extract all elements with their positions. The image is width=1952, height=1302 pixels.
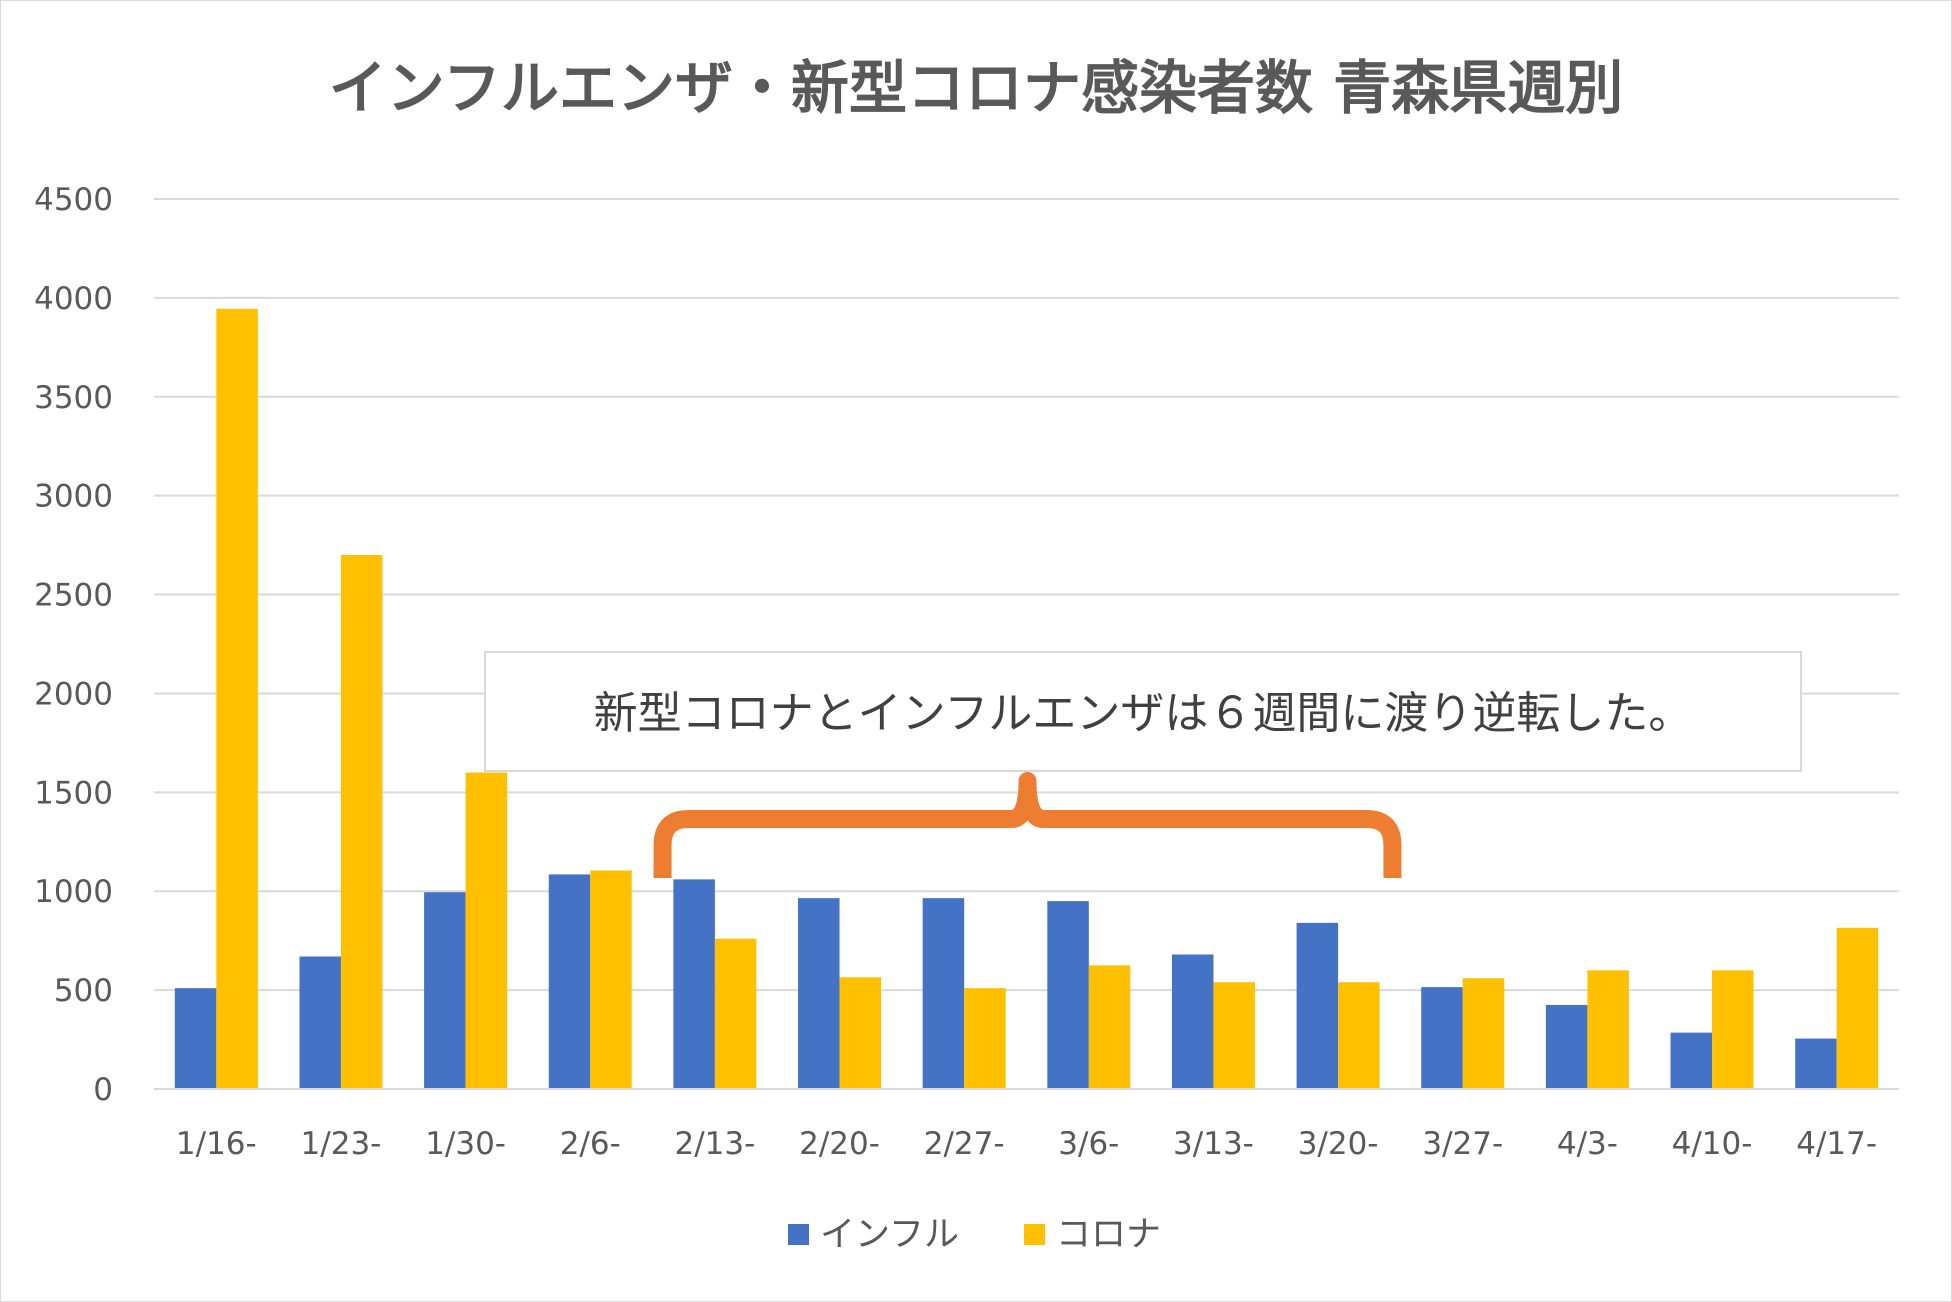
y-tick-label: 4000 bbox=[34, 281, 113, 317]
x-tick-label: 3/6- bbox=[1058, 1126, 1119, 1162]
y-axis: 0 500 1000 1500 2000 2500 3000 3500 4000 4500 bbox=[34, 182, 113, 1108]
legend-swatch-influenza bbox=[788, 1224, 809, 1245]
bar-influenza bbox=[1670, 1032, 1713, 1089]
bars bbox=[174, 308, 1879, 1089]
bar-covid bbox=[590, 870, 632, 1089]
legend-swatch-covid bbox=[1024, 1224, 1045, 1245]
bar-covid bbox=[1213, 982, 1255, 1089]
bar-influenza bbox=[673, 879, 715, 1089]
bar-covid bbox=[216, 308, 258, 1089]
y-tick-label: 2500 bbox=[34, 578, 113, 614]
y-tick-label: 4500 bbox=[34, 182, 113, 218]
annotation-box bbox=[484, 651, 1802, 772]
bar-covid bbox=[1587, 970, 1629, 1089]
y-tick-label: 1500 bbox=[34, 775, 113, 811]
bar-influenza bbox=[548, 874, 591, 1089]
legend: インフル コロナ bbox=[788, 1215, 1161, 1255]
bar-covid bbox=[1338, 982, 1380, 1089]
legend-label-covid: コロナ bbox=[1056, 1215, 1161, 1255]
bar-covid bbox=[465, 772, 508, 1089]
y-tick-label: 2000 bbox=[34, 676, 113, 712]
bar-influenza bbox=[424, 892, 466, 1089]
x-tick-label: 4/3- bbox=[1557, 1126, 1618, 1162]
gridlines bbox=[154, 198, 1899, 1090]
x-tick-label: 2/20- bbox=[799, 1126, 880, 1162]
bar-influenza bbox=[174, 988, 217, 1089]
bar-influenza bbox=[1296, 922, 1339, 1089]
bar-covid bbox=[1712, 970, 1754, 1089]
annotation-text: 新型コロナとインフルエンザは６週間に渡り逆転した。 bbox=[594, 688, 1693, 739]
y-tick-label: 3500 bbox=[34, 380, 113, 416]
bar-influenza bbox=[1171, 954, 1214, 1089]
annotation: 新型コロナとインフルエンザは６週間に渡り逆転した。 bbox=[484, 651, 1802, 878]
bar-covid bbox=[1836, 927, 1879, 1089]
bar-influenza bbox=[1421, 987, 1463, 1089]
bar-covid bbox=[964, 988, 1006, 1089]
legend-label-influenza: インフル bbox=[820, 1215, 959, 1255]
bar-influenza bbox=[1545, 1004, 1588, 1089]
bar-influenza bbox=[299, 956, 341, 1089]
x-tick-label: 1/23- bbox=[301, 1126, 382, 1162]
x-tick-label: 4/10- bbox=[1672, 1126, 1753, 1162]
x-tick-label: 1/16- bbox=[176, 1126, 257, 1162]
bar-covid bbox=[340, 555, 383, 1089]
bar-covid bbox=[714, 938, 757, 1089]
bar-influenza bbox=[1047, 901, 1089, 1089]
y-tick-label: 0 bbox=[93, 1072, 113, 1108]
annotation-brace bbox=[653, 772, 1402, 878]
bar-covid bbox=[1088, 965, 1131, 1089]
bar-covid bbox=[1462, 978, 1505, 1089]
x-tick-label: 3/13- bbox=[1173, 1126, 1254, 1162]
y-tick-label: 3000 bbox=[34, 479, 113, 515]
x-tick-label: 3/20- bbox=[1298, 1126, 1379, 1162]
x-tick-label: 2/6- bbox=[560, 1126, 621, 1162]
bar-covid bbox=[839, 977, 882, 1089]
bar-influenza bbox=[798, 898, 840, 1089]
x-axis: 1/16- 1/23- 1/30- 2/6- 2/13- 2/20- 2/27- 3/6- 3/… bbox=[154, 1088, 1899, 1162]
x-tick-label: 4/17- bbox=[1796, 1126, 1877, 1162]
x-tick-label: 1/30- bbox=[425, 1126, 506, 1162]
y-tick-label: 1000 bbox=[34, 874, 113, 910]
bar-influenza bbox=[922, 898, 965, 1089]
y-tick-label: 500 bbox=[54, 973, 113, 1009]
chart-title: インフルエンザ・新型コロナ感染者数 青森県週別 bbox=[329, 54, 1623, 122]
x-tick-label: 2/27- bbox=[924, 1126, 1005, 1162]
x-tick-label: 2/13- bbox=[674, 1126, 755, 1162]
x-tick-label: 3/27- bbox=[1422, 1126, 1503, 1162]
bar-influenza bbox=[1795, 1038, 1837, 1089]
